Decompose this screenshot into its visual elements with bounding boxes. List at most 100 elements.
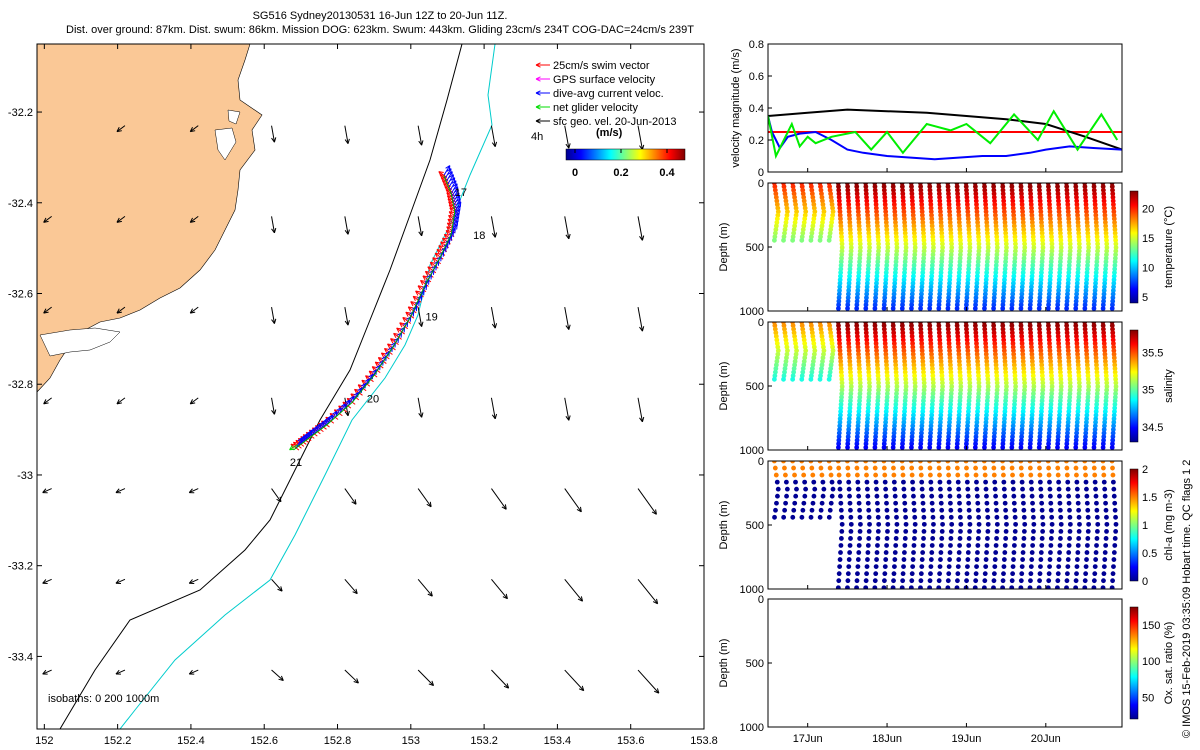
section-data-point: [1113, 514, 1118, 520]
section-data-point: [1113, 248, 1119, 254]
section-data-point: [1039, 507, 1045, 513]
section-data-point: [937, 284, 943, 290]
section-data-point: [965, 273, 971, 279]
section-data-point: [945, 445, 951, 450]
section-data-point: [948, 391, 954, 397]
section-data-point: [866, 391, 872, 397]
section-data-point: [1012, 263, 1017, 268]
section-data-point: [1000, 187, 1006, 193]
section-data-point: [894, 529, 899, 534]
section-data-point: [1046, 291, 1052, 297]
section-data-point: [1093, 359, 1099, 364]
section-data-point: [838, 405, 844, 411]
section-ytick-label: 500: [746, 520, 764, 532]
section-data-point: [974, 427, 979, 432]
section-data-point: [902, 536, 908, 541]
section-data-point: [1028, 437, 1033, 443]
section-data-point: [902, 405, 908, 411]
section-data-point: [912, 394, 917, 400]
section-data-point: [1066, 493, 1072, 499]
map-ytick-label: -33.2: [8, 561, 33, 573]
swim-vector: [396, 327, 405, 335]
section-data-point: [810, 359, 816, 364]
section-data-point: [1103, 394, 1109, 400]
section-data-point: [790, 461, 796, 464]
section-data-point: [1057, 405, 1063, 411]
section-data-point: [1012, 536, 1018, 541]
section-data-point: [1093, 486, 1098, 492]
section-data-point: [947, 416, 953, 422]
section-data-point: [975, 359, 981, 364]
section-data-point: [1102, 409, 1108, 414]
section-data-point: [1083, 288, 1089, 293]
section-data-point: [984, 259, 990, 265]
section-data-point: [837, 479, 842, 485]
section-data-point: [876, 248, 881, 254]
legend-label: 25cm/s swim vector: [553, 60, 650, 72]
section-data-point: [1021, 514, 1027, 520]
section-data-point: [994, 373, 1000, 379]
section-data-point: [1020, 216, 1026, 222]
section-data-point: [973, 441, 978, 447]
section-data-point: [793, 341, 798, 346]
legend-swatch-head: [535, 118, 541, 124]
section-data-point: [976, 373, 981, 379]
section-data-point: [821, 348, 827, 354]
section-data-point: [885, 529, 890, 534]
section-data-point: [1057, 359, 1063, 364]
section-data-point: [1003, 391, 1009, 397]
section-data-point: [1094, 369, 1100, 375]
section-data-point: [1001, 333, 1006, 339]
section-data-point: [858, 384, 863, 389]
section-data-point: [1085, 529, 1091, 534]
colorbar-tick-label: 0.2: [613, 167, 628, 179]
section-data-point: [857, 259, 862, 265]
section-data-point: [920, 412, 925, 418]
section-data-point: [799, 184, 805, 189]
section-data-point: [973, 330, 979, 336]
section-data-point: [1076, 234, 1082, 240]
section-colorbar-label: chl-a (mg m-3): [1163, 489, 1175, 561]
section-data-point: [974, 205, 980, 211]
section-data-point: [1001, 430, 1006, 436]
section-data-point: [1100, 187, 1106, 193]
section-data-point: [892, 284, 897, 290]
section-data-point: [1056, 341, 1062, 346]
section-data-point: [901, 277, 907, 283]
dive-avg-current-head: [340, 403, 346, 409]
section-data-point: [1094, 402, 1100, 407]
section-data-point: [1031, 248, 1037, 254]
section-data-point: [1074, 344, 1080, 350]
section-data-point: [955, 423, 961, 429]
section-data-point: [1039, 369, 1045, 375]
section-data-point: [1058, 380, 1064, 386]
section-data-point: [993, 270, 999, 275]
section-data-point: [910, 351, 916, 357]
geo-velocity-arrow: [271, 669, 284, 681]
section-data-point: [993, 412, 998, 418]
section-data-point: [893, 220, 898, 225]
section-data-point: [1047, 280, 1053, 286]
section-data-point: [1012, 230, 1018, 236]
section-data-point: [783, 198, 789, 204]
section-data-point: [1091, 302, 1097, 308]
geo-velocity-arrow: [42, 578, 52, 584]
section-data-point: [1058, 369, 1063, 375]
section-data-point: [838, 550, 843, 555]
section-data-point: [785, 348, 790, 354]
day-label: 21: [290, 457, 302, 469]
section-data-point: [1082, 437, 1088, 443]
section-data-point: [882, 198, 888, 204]
section-data-point: [1067, 369, 1072, 375]
section-data-point: [1094, 255, 1100, 261]
section-data-point: [948, 362, 953, 368]
section-data-point: [1075, 266, 1081, 272]
section-data-point: [1036, 445, 1042, 450]
section-data-point: [848, 391, 854, 397]
section-data-point: [929, 263, 935, 268]
section-data-point: [975, 536, 981, 541]
section-data-point: [975, 369, 981, 375]
section-data-point: [1037, 187, 1042, 193]
section-data-point: [1104, 521, 1110, 527]
legend-label: sfc geo. vel. 20-Jun-2013: [553, 116, 677, 128]
